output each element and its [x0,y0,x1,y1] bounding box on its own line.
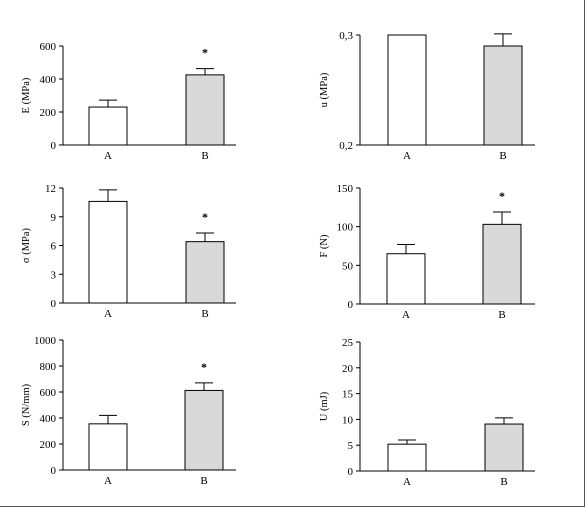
significance-marker: * [202,46,208,60]
y-axis-label: u (MPa) [319,72,330,107]
x-category-label: B [498,309,505,321]
y-tick-label: 0 [348,466,354,478]
x-category-label: A [403,476,411,488]
x-category-label: B [200,475,207,487]
y-tick-label: 0,3 [339,30,353,42]
y-tick-label: 12 [45,183,56,195]
x-category-label: A [403,150,411,162]
chart-panel: 0 200 400 600 800 1000 S (N/mm) A * B [21,335,236,487]
bar-group-b [185,241,225,304]
x-category-label: A [104,150,112,162]
y-tick-label: 150 [337,183,354,195]
y-tick-label: 0 [348,299,354,311]
y-tick-label: 6 [51,241,57,253]
chart-panel: 0 5 10 15 20 25 U (mJ) A B [319,337,535,488]
y-axis-label: U (mJ) [319,391,330,421]
y-axis-label: σ (MPa) [21,227,32,263]
y-tick-label: 10 [342,414,354,426]
y-tick-label: 9 [51,212,57,224]
y-tick-label: 200 [40,107,57,119]
y-tick-label: 5 [348,440,354,452]
y-axis-label: F (N) [319,234,330,258]
y-tick-label: 1000 [34,335,57,347]
x-category-label: B [201,150,208,162]
chart-panel: 0,2 0,3 u (MPa) A B [319,30,535,162]
y-tick-label: 600 [40,41,57,53]
y-tick-label: 15 [342,389,354,401]
chart-panel: 0 50 100 150 F (N) A * B [319,183,535,321]
bar-group-a [387,34,427,146]
bar-group-a [386,253,426,305]
y-tick-label: 800 [40,361,57,373]
y-tick-label: 0 [51,298,57,310]
y-tick-label: 100 [337,222,354,234]
bar-group-b [185,74,225,146]
y-tick-label: 50 [342,260,354,272]
y-tick-label: 400 [40,413,57,425]
bar-group-a [88,200,128,304]
bar-group-b [184,389,224,471]
y-tick-label: 0 [51,140,57,152]
y-tick-label: 0,2 [339,140,353,152]
bar-group-a [387,443,427,472]
bar-group-b [482,223,522,305]
y-axis-label: E (MPa) [21,77,32,113]
significance-marker: * [202,210,208,224]
significance-marker: * [499,189,505,203]
x-category-label: A [104,475,112,487]
y-tick-label: 400 [40,74,57,86]
y-tick-label: 200 [40,439,57,451]
x-category-label: A [104,308,112,320]
y-tick-label: 25 [342,337,354,349]
significance-marker: * [201,360,207,374]
x-category-label: B [499,150,506,162]
x-category-label: B [201,308,208,320]
y-tick-label: 3 [51,269,57,281]
chart-panel: 0 3 6 9 12 σ (MPa) A * B [21,183,236,320]
bar-group-b [484,423,524,472]
y-axis-label: S (N/mm) [21,383,32,426]
x-category-label: B [500,476,507,488]
y-tick-label: 20 [342,363,354,375]
x-category-label: A [402,309,410,321]
y-tick-label: 0 [51,465,57,477]
chart-panel: 0 200 400 600 E (MPa) A * B [21,41,236,162]
bar-group-a [88,106,128,146]
y-tick-label: 600 [40,387,57,399]
bar-group-a [88,423,128,471]
bar-group-b [483,45,523,146]
